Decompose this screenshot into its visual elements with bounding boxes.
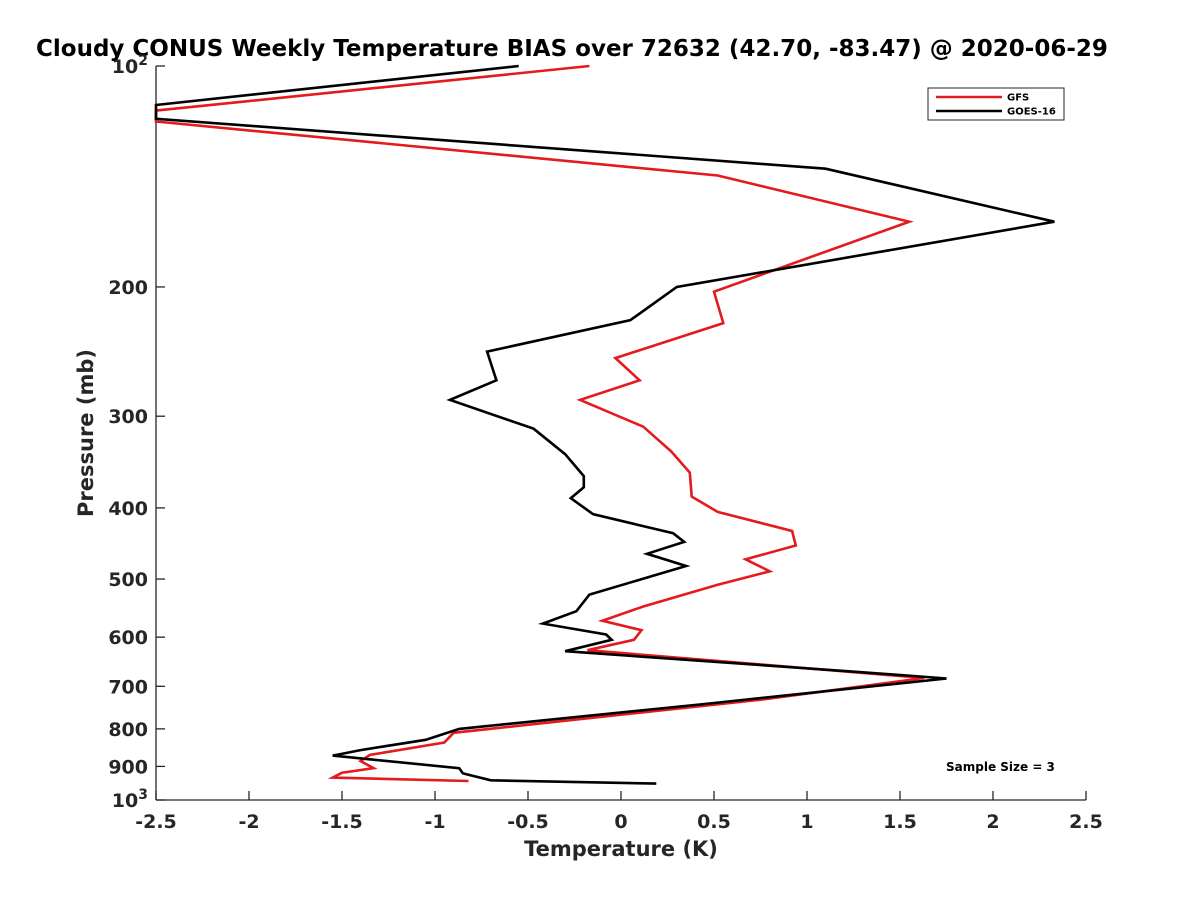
y-axis-ticks: 102 200 300 400 500 600 700 800 900 103	[108, 53, 165, 812]
y-tick-label: 400	[108, 498, 148, 520]
y-tick-label: 300	[108, 406, 148, 428]
y-tick-label: 700	[108, 676, 148, 698]
x-tick-label: -1.5	[321, 811, 363, 833]
x-tick-label: 1	[800, 811, 813, 833]
series-line-goes16	[154, 64, 1055, 785]
x-axis-label: Temperature (K)	[524, 837, 718, 861]
plot-area: -2.5 -2 -1.5 -1 -0.5 0 0.5 1 1.5 2 2.5 102 200 300 40…	[108, 53, 1103, 833]
series-line-gfs	[154, 64, 925, 783]
chart-title: Cloudy CONUS Weekly Temperature BIAS ove…	[36, 36, 1108, 62]
y-tick-label: 800	[108, 719, 148, 741]
y-tick-label: 600	[108, 627, 148, 649]
y-tick-label: 500	[108, 569, 148, 591]
sample-size-annotation: Sample Size = 3	[946, 760, 1055, 774]
x-tick-label: 0.5	[697, 811, 731, 833]
y-axis-label: Pressure (mb)	[74, 349, 98, 517]
legend-box	[927, 87, 1065, 121]
x-axis-ticks: -2.5 -2 -1.5 -1 -0.5 0 0.5 1 1.5 2 2.5	[135, 791, 1103, 833]
x-tick-label: -2	[238, 811, 259, 833]
y-tick-label: 200	[108, 277, 148, 299]
y-tick-label: 103	[112, 787, 148, 812]
x-tick-label: 2	[986, 811, 999, 833]
legend-label-gfs: GFS	[1007, 93, 1029, 104]
x-tick-label: 2.5	[1069, 811, 1103, 833]
x-tick-label: -1	[424, 811, 445, 833]
x-tick-label: 0	[614, 811, 627, 833]
x-tick-label: -2.5	[135, 811, 177, 833]
y-tick-label: 900	[108, 756, 148, 778]
legend: GFS GOES-16	[927, 87, 1065, 121]
legend-label-goes16: GOES-16	[1007, 107, 1056, 118]
x-tick-label: -0.5	[507, 811, 549, 833]
series-layer	[154, 64, 1055, 785]
y-tick-label: 102	[112, 53, 148, 78]
x-tick-label: 1.5	[883, 811, 917, 833]
